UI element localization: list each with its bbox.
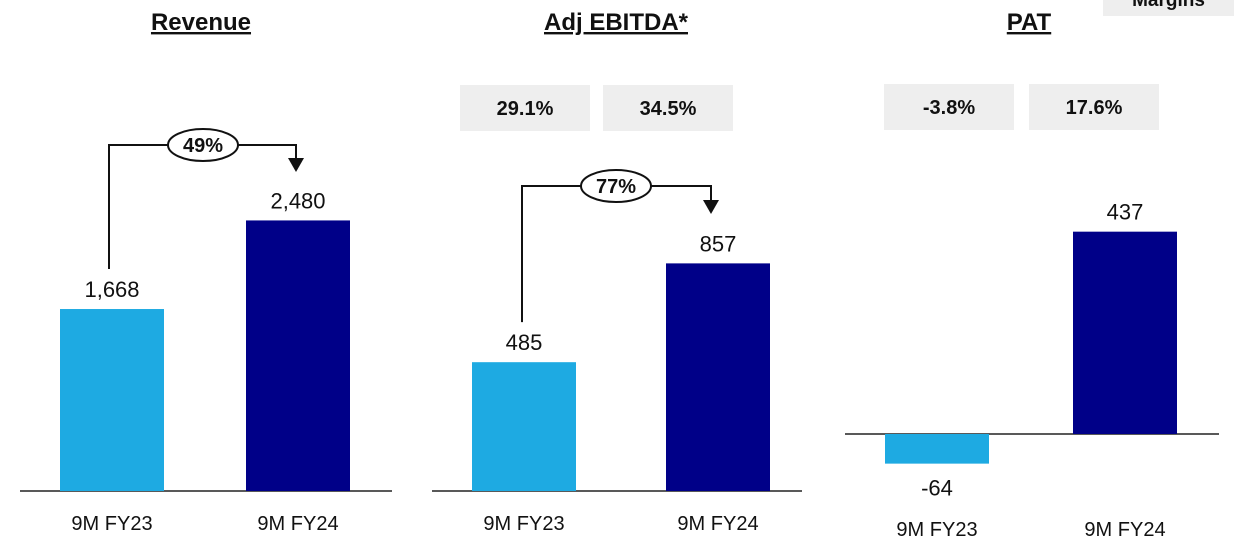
- chart-pat-bar-2: [1073, 231, 1177, 434]
- chart-adj-ebitda-margin-box-1: [460, 85, 590, 131]
- chart-adj-ebitda-growth-oval: [580, 169, 652, 203]
- chart-adj-ebitda-category-label-2: 9M FY24: [677, 513, 758, 535]
- chart-revenue-title: Revenue: [151, 9, 251, 36]
- chart-pat-value-label-2: 437: [1107, 200, 1144, 225]
- chart-revenue-bar-1: [60, 309, 164, 491]
- chart-pat-margin-box-2: [1029, 84, 1159, 130]
- chart-adj-ebitda-bar-2: [666, 263, 770, 491]
- chart-pat-title: PAT: [1007, 9, 1052, 36]
- chart-pat-margin-label-2: 17.6%: [1066, 97, 1123, 119]
- chart-adj-ebitda-value-label-2: 857: [700, 231, 737, 256]
- chart-adj-ebitda-value-label-1: 485: [506, 330, 543, 355]
- chart-adj-ebitda-margin-label-2: 34.5%: [640, 98, 697, 120]
- chart-adj-ebitda-growth-label: 77%: [596, 176, 636, 198]
- chart-adj-ebitda-margin-label-1: 29.1%: [497, 98, 554, 120]
- chart-revenue-growth-arrowhead: [288, 158, 304, 172]
- chart-adj-ebitda-bar-1: [472, 362, 576, 491]
- chart-pat-category-label-1: 9M FY23: [896, 519, 977, 538]
- chart-revenue-category-label-1: 9M FY23: [71, 513, 152, 535]
- chart-adj-ebitda-growth-arrowhead: [703, 200, 719, 214]
- margins-legend-tag: Margins: [1103, 0, 1234, 16]
- chart-adj-ebitda-title: Adj EBITDA*: [544, 9, 689, 36]
- chart-adj-ebitda-category-label-1: 9M FY23: [483, 513, 564, 535]
- chart-revenue-value-label-1: 1,668: [84, 277, 139, 302]
- chart-pat-margin-label-1: -3.8%: [923, 97, 975, 119]
- chart-adj-ebitda-margin-box-2: [603, 85, 733, 131]
- chart-revenue-value-label-2: 2,480: [270, 188, 325, 213]
- chart-pat-bar-1: [885, 434, 989, 464]
- chart-revenue-bar-2: [246, 220, 350, 491]
- chart-pat-margin-box-1: [884, 84, 1014, 130]
- chart-revenue-category-label-2: 9M FY24: [257, 513, 338, 535]
- chart-pat-category-label-2: 9M FY24: [1084, 519, 1165, 538]
- chart-revenue-growth-oval: [167, 128, 239, 162]
- chart-revenue-growth-label: 49%: [183, 135, 223, 157]
- chart-pat-value-label-1: -64: [921, 476, 953, 501]
